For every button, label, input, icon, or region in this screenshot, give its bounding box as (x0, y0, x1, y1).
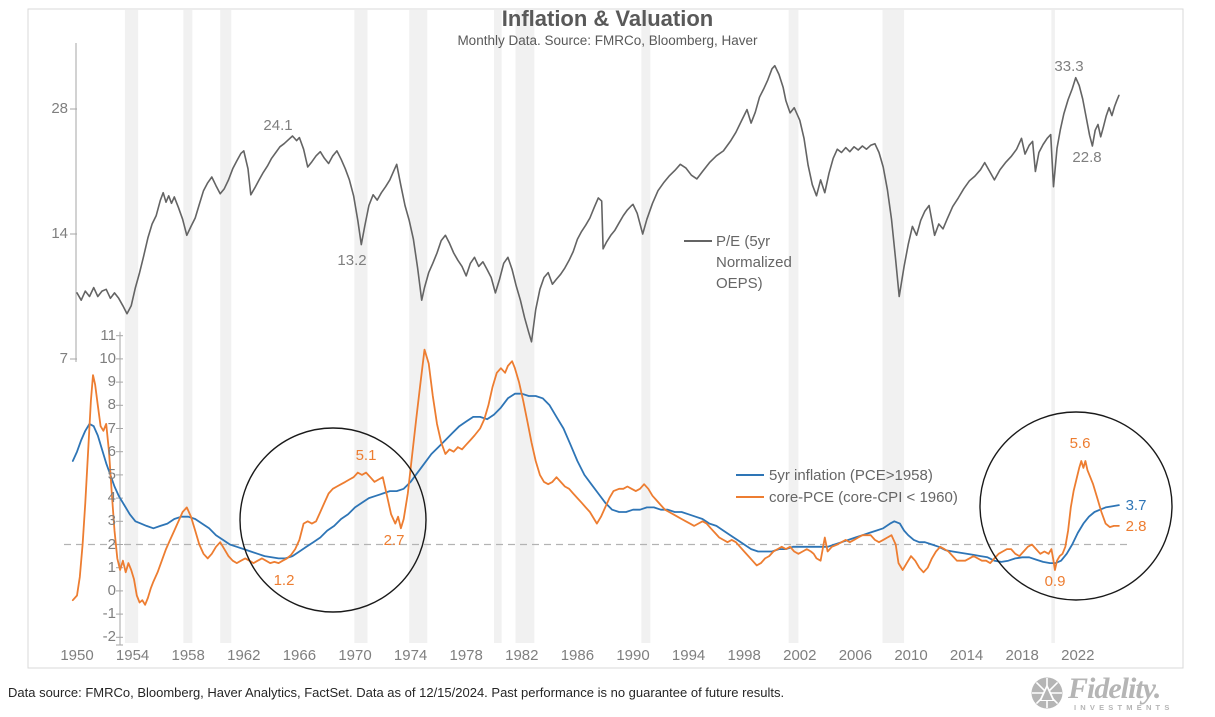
inflation-axis-label: 7 (107, 419, 116, 437)
recession-band (882, 10, 905, 643)
recession-band (354, 10, 368, 643)
annotation-pe-33.3: 33.3 (1054, 58, 1084, 75)
legend-inflation-label: 5yr inflation (PCE>1958) (769, 466, 933, 484)
x-axis-year-label: 1986 (560, 647, 595, 664)
highlight-circle (979, 411, 1173, 601)
inflation-axis-label: 11 (100, 326, 116, 344)
inflation-line-swatch (736, 474, 764, 476)
x-axis-year-label: 2014 (949, 647, 984, 664)
recession-band (220, 10, 232, 643)
inflation-axis-label: 3 (107, 512, 116, 530)
recession-band (409, 10, 428, 643)
fidelity-wordmark: Fidelity. (1068, 672, 1161, 705)
x-axis-year-label: 2006 (838, 647, 873, 664)
annotation-core_pce-2.8: 2.8 (1125, 518, 1147, 535)
inflation-axis-label: -1 (102, 605, 116, 623)
inflation-axis-label: 6 (107, 442, 116, 460)
annotation-core_pce-5.6: 5.6 (1069, 435, 1091, 452)
inflation-axis-label: 10 (99, 349, 116, 367)
pe-line-swatch (684, 240, 712, 242)
x-axis-year-label: 1966 (282, 647, 317, 664)
x-axis-year-label: 1954 (115, 647, 150, 664)
highlight-circle (239, 427, 427, 613)
inflation-axis-label: 2 (107, 535, 116, 553)
recession-band (788, 10, 799, 643)
x-axis-year-label: 1962 (227, 647, 261, 664)
annotation-core_pce-2.7: 2.7 (383, 532, 405, 549)
fidelity-pyramid-icon (1031, 677, 1063, 709)
annotation-core_pce-5.1: 5.1 (355, 447, 377, 464)
annotation-pe-22.8: 22.8 (1072, 149, 1102, 166)
chart-frame (27, 8, 1184, 669)
x-axis-year-label: 1950 (60, 647, 94, 664)
x-axis-year-label: 2010 (894, 647, 928, 664)
x-axis-year-label: 2022 (1061, 647, 1095, 664)
series-line-core_pce (71, 348, 1120, 606)
recession-band (183, 10, 193, 643)
inflation-axis-label: 8 (107, 396, 116, 414)
annotation-core_pce-1.2: 1.2 (273, 572, 295, 589)
x-axis-year-label: 1982 (505, 647, 539, 664)
annotation-pe-13.2: 13.2 (337, 252, 367, 269)
inflation-axis-label: 0 (107, 581, 116, 599)
x-axis-year-label: 2018 (1005, 647, 1039, 664)
pe-axis-label: 14 (51, 225, 68, 242)
annotation-inflation_5yr-3.7: 3.7 (1125, 497, 1147, 514)
recession-band (494, 10, 502, 643)
annotation-pe-24.1: 24.1 (263, 117, 293, 134)
inflation-axis-label: -2 (102, 628, 116, 646)
inflation-axis-label: 1 (107, 558, 116, 576)
x-axis-year-label: 1994 (671, 647, 706, 664)
pe-axis-label: 7 (59, 350, 68, 367)
x-axis-year-label: 1958 (171, 647, 205, 664)
recession-band (515, 10, 535, 643)
legend-item-5yr-inflation: 5yr inflation (PCE>1958) (736, 464, 958, 486)
series-line-pe (76, 64, 1120, 343)
inflation-axis-label: 4 (107, 489, 116, 507)
x-axis-year-label: 2002 (783, 647, 817, 664)
x-axis-year-label: 1970 (338, 647, 372, 664)
annotation-core_pce-0.9: 0.9 (1044, 573, 1066, 590)
x-axis-year-label: 1990 (616, 647, 650, 664)
recession-band (124, 10, 139, 643)
legend-core-pce-label: core-PCE (core-CPI < 1960) (769, 488, 958, 506)
legend-pe: P/E (5yr Normalized OEPS) (684, 231, 808, 294)
recession-band (641, 10, 651, 643)
core-pce-line-swatch (736, 496, 764, 498)
x-axis-year-label: 1998 (727, 647, 761, 664)
legend-item-core-pce: core-PCE (core-CPI < 1960) (736, 486, 958, 508)
legend-inflation: 5yr inflation (PCE>1958) core-PCE (core-… (736, 464, 958, 508)
fidelity-investments-text: INVESTMENTS (1074, 703, 1174, 712)
chart-title: Inflation & Valuation (501, 6, 714, 31)
chart-subtitle: Monthly Data. Source: FMRCo, Bloomberg, … (457, 33, 758, 48)
inflation-axis-label: 9 (107, 373, 116, 391)
legend-pe-label: P/E (5yr Normalized OEPS) (716, 233, 792, 292)
footer-disclaimer: Data source: FMRCo, Bloomberg, Haver Ana… (8, 685, 785, 700)
recession-band (1051, 10, 1055, 643)
x-axis-year-label: 1974 (393, 647, 428, 664)
fidelity-logo: Fidelity. INVESTMENTS (1028, 672, 1210, 714)
pe-axis-label: 28 (51, 100, 68, 117)
inflation-axis-label: 5 (107, 465, 116, 483)
x-axis-year-label: 1978 (449, 647, 483, 664)
